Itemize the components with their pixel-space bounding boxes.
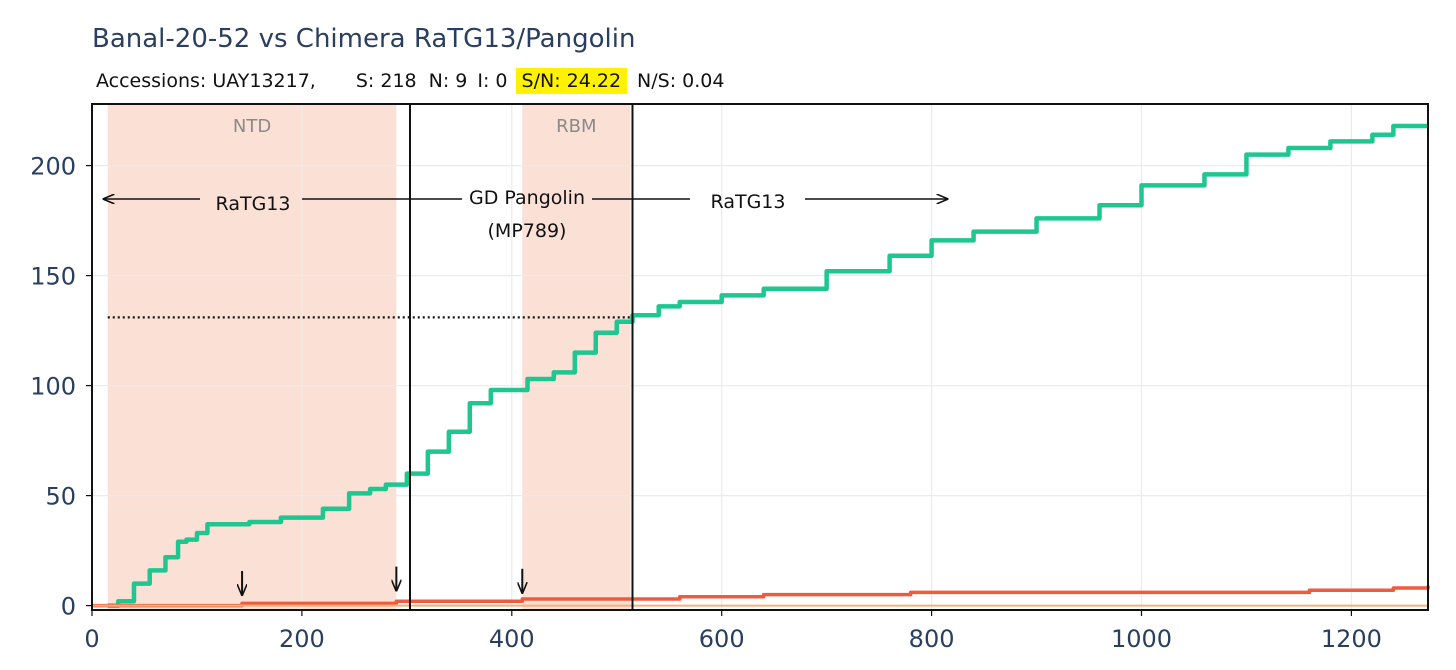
y-tick-label-100: 100 [30, 373, 76, 401]
regions: NTD RBM [107, 104, 631, 610]
region-label-ntd: NTD [233, 116, 271, 137]
segment-label-ratg13-left: RaTG13 [216, 193, 291, 215]
x-tick-label-600: 600 [699, 625, 745, 653]
annotations: RaTG13 GD Pangolin (MP789) RaTG13 [104, 103, 948, 611]
region-label-rbm: RBM [556, 116, 596, 137]
segment-label-mp789: (MP789) [488, 220, 567, 242]
sn-ratio: S/N: 24.22 [515, 68, 628, 94]
series-s-line [107, 123, 1428, 608]
chart-title: Banal-20-52 vs Chimera RaTG13/Pangolin [92, 24, 636, 54]
segment-label-pangolin: GD Pangolin [469, 187, 585, 209]
region-ntd [107, 104, 397, 610]
ns-ratio: N/S: 0.04 [637, 70, 725, 92]
x-tick-label-1200: 1200 [1321, 625, 1382, 653]
grid [92, 104, 1428, 610]
x-tick-label-0: 0 [84, 625, 99, 653]
y-tick-label-150: 150 [30, 263, 76, 291]
stats-line: Accessions: UAY13217, S: 218 N: 9 I: 0 S… [96, 68, 724, 94]
y-tick-label-0: 0 [61, 593, 76, 621]
y-tick-label-200: 200 [30, 153, 76, 181]
accessions-label: Accessions: UAY13217, [96, 70, 316, 92]
n-count: N: 9 [428, 70, 468, 92]
segment-label-ratg13-right: RaTG13 [711, 191, 786, 213]
x-tick-label-800: 800 [909, 625, 955, 653]
i-count: I: 0 [477, 70, 508, 92]
series [92, 123, 1430, 608]
x-tick-label-400: 400 [489, 625, 535, 653]
s-count: S: 218 [355, 70, 417, 92]
plot-frame [91, 103, 1429, 611]
axes: 0 200 400 600 800 1000 1200 0 50 100 150 200 [30, 103, 1429, 653]
x-tick-label-200: 200 [279, 625, 325, 653]
series-n-line [92, 585, 1430, 608]
x-tick-label-1000: 1000 [1111, 625, 1172, 653]
y-tick-label-50: 50 [45, 483, 76, 511]
